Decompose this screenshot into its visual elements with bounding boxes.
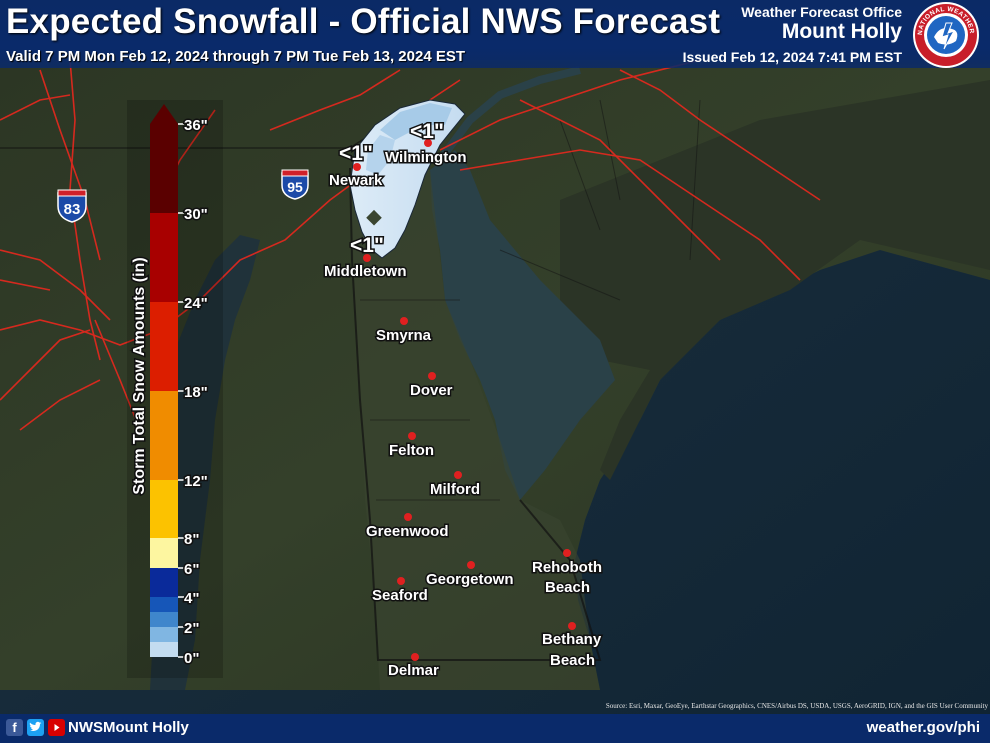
office-name: Mount Holly <box>781 20 902 43</box>
city-label-seaford: Seaford <box>372 587 428 604</box>
delaware-river <box>436 66 581 163</box>
new-jersey-coast <box>560 80 990 480</box>
social-handle[interactable]: NWSMount Holly <box>68 719 189 736</box>
city-label-milford: Milford <box>430 481 480 498</box>
snow-amount-label-newark: <1" <box>339 142 373 165</box>
city-marker-felton: Felton <box>388 432 436 461</box>
nws-logo: NATIONAL WEATHER SERVICE <box>912 1 979 68</box>
twitter-icon[interactable] <box>27 719 44 736</box>
snowfall-area-mid <box>380 103 452 140</box>
legend-tick-2: 2" <box>184 620 199 637</box>
legend-bin-30 <box>150 213 178 302</box>
city-label-bethany: Bethany <box>542 631 602 648</box>
legend-tick-12: 12" <box>184 473 208 490</box>
footer-bar: f NWSMount Holly weather.gov/phi <box>0 714 990 743</box>
city-marker-seaford: Seaford <box>371 577 429 606</box>
legend-tick-18: 18" <box>184 384 208 401</box>
delaware-border <box>349 167 602 661</box>
legend-bin-8 <box>150 538 178 568</box>
website-link[interactable]: weather.gov/phi <box>866 719 980 736</box>
legend-bin-24 <box>150 302 178 391</box>
city-marker-bethany-beach: Bethany Beach <box>541 622 603 671</box>
snow-amount-label-wilmington: <1" <box>410 120 444 143</box>
city-marker-rehoboth-beach: Rehoboth Beach <box>531 549 603 598</box>
valid-period: Valid 7 PM Mon Feb 12, 2024 through 7 PM… <box>6 48 466 65</box>
city-marker-greenwood: Greenwood <box>365 513 450 542</box>
snowfall-hole <box>366 209 382 226</box>
legend-tick-24: 24" <box>184 295 208 312</box>
wfo-label: Weather Forecast Office <box>741 4 902 20</box>
city-label-bethany-beach: Beach <box>550 652 595 669</box>
legend-tick-8: 8" <box>184 531 199 548</box>
facebook-icon[interactable]: f <box>6 719 23 736</box>
legend-bin-18 <box>150 391 178 480</box>
snowfall-area-mid-2 <box>366 135 395 175</box>
issued-time: Issued Feb 12, 2024 7:41 PM EST <box>682 49 902 65</box>
interstate-83-number: 83 <box>64 201 81 218</box>
legend-bin-1 <box>150 642 178 657</box>
legend-title: Storm Total Snow Amounts (in) <box>131 257 148 494</box>
page-title: Expected Snowfall - Official NWS Forecas… <box>6 2 721 41</box>
header-bar: Expected Snowfall - Official NWS Forecas… <box>0 0 990 68</box>
legend-bin-12 <box>150 480 178 538</box>
city-label-newark: Newark <box>329 172 383 189</box>
city-label-smyrna: Smyrna <box>376 327 432 344</box>
legend-bin-3 <box>150 612 178 627</box>
map-source-credit: Source: Esri, Maxar, GeoEye, Earthstar G… <box>605 702 988 710</box>
delaware-bay <box>430 150 615 500</box>
city-marker-newark: Newark <box>328 163 385 191</box>
legend-tick-36: 36" <box>184 117 208 134</box>
highway-network <box>0 59 821 431</box>
city-label-greenwood: Greenwood <box>366 523 449 540</box>
city-label-felton: Felton <box>389 442 434 459</box>
city-marker-smyrna: Smyrna <box>375 317 433 346</box>
city-label-georgetown: Georgetown <box>426 571 514 588</box>
legend-tick-0: 0" <box>184 650 199 667</box>
city-label-rehoboth: Rehoboth <box>532 559 602 576</box>
legend-tick-4: 4" <box>184 590 199 607</box>
legend-bin-2 <box>150 627 178 642</box>
legend-bin-6 <box>150 568 178 597</box>
city-label-rehoboth-beach: Beach <box>545 579 590 596</box>
interstate-83-shield: 83 <box>57 189 87 223</box>
legend-tick-30: 30" <box>184 206 208 223</box>
city-label-delmar: Delmar <box>388 662 439 679</box>
city-marker-delmar: Delmar <box>387 653 441 681</box>
interstate-95-shield: 95 <box>281 169 309 200</box>
city-label-middletown: Middletown <box>324 263 407 280</box>
interstate-95-number: 95 <box>287 179 303 195</box>
snow-amount-label-middletown: <1" <box>350 234 384 257</box>
legend-bin-4 <box>150 597 178 612</box>
legend-arrow-top <box>150 104 178 124</box>
legend-tick-6: 6" <box>184 561 199 578</box>
city-marker-wilmington: Wilmington <box>384 139 468 168</box>
city-marker-milford: Milford <box>429 471 482 500</box>
youtube-icon[interactable] <box>48 719 65 736</box>
city-label-dover: Dover <box>410 382 453 399</box>
legend-bin-36 <box>150 124 178 213</box>
city-label-wilmington: Wilmington <box>385 149 467 166</box>
city-marker-georgetown: Georgetown <box>425 561 515 590</box>
city-marker-dover: Dover <box>409 372 454 401</box>
city-marker-middletown: Middletown <box>323 254 408 282</box>
